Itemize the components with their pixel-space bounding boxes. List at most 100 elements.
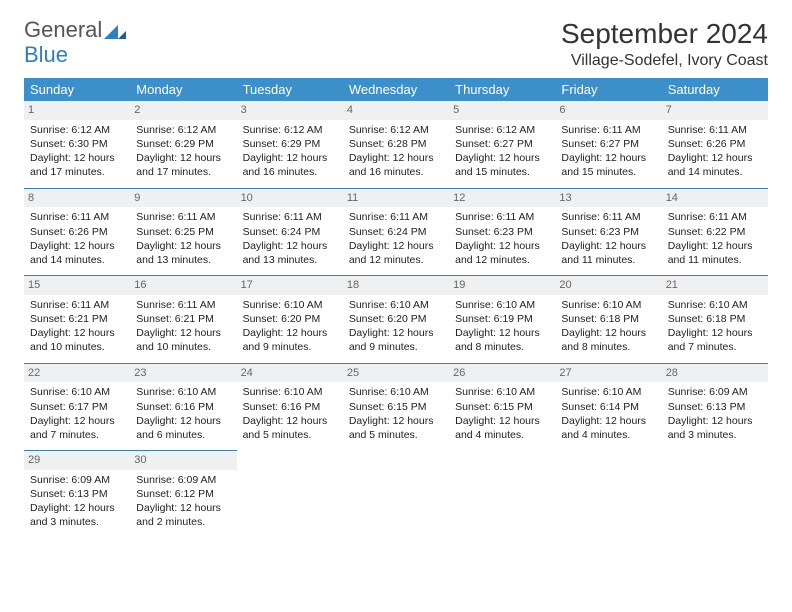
day-header: Thursday xyxy=(449,78,555,101)
daylight-line2: and 13 minutes. xyxy=(243,253,337,267)
sunset-text: Sunset: 6:15 PM xyxy=(349,400,443,414)
day-number: 8 xyxy=(24,189,130,208)
sunrise-text: Sunrise: 6:11 AM xyxy=(561,210,655,224)
daylight-line1: Daylight: 12 hours xyxy=(349,151,443,165)
day-number: 30 xyxy=(130,451,236,470)
daylight-line1: Daylight: 12 hours xyxy=(349,414,443,428)
daylight-line1: Daylight: 12 hours xyxy=(136,326,230,340)
header: General Blue September 2024 Village-Sode… xyxy=(24,18,768,70)
daylight-line2: and 7 minutes. xyxy=(30,428,124,442)
daylight-line2: and 2 minutes. xyxy=(136,515,230,529)
daylight-line1: Daylight: 12 hours xyxy=(668,239,762,253)
daylight-line1: Daylight: 12 hours xyxy=(136,501,230,515)
sunset-text: Sunset: 6:22 PM xyxy=(668,225,762,239)
daylight-line1: Daylight: 12 hours xyxy=(30,326,124,340)
day-number: 29 xyxy=(24,451,130,470)
day-cell: 8Sunrise: 6:11 AMSunset: 6:26 PMDaylight… xyxy=(24,188,130,276)
day-header: Sunday xyxy=(24,78,130,101)
day-number: 10 xyxy=(237,189,343,208)
daylight-line2: and 4 minutes. xyxy=(561,428,655,442)
day-number: 25 xyxy=(343,364,449,383)
day-number: 11 xyxy=(343,189,449,208)
sunrise-text: Sunrise: 6:10 AM xyxy=(455,385,549,399)
sunrise-text: Sunrise: 6:10 AM xyxy=(349,385,443,399)
day-cell xyxy=(555,451,661,538)
daylight-line2: and 14 minutes. xyxy=(668,165,762,179)
daylight-line2: and 5 minutes. xyxy=(243,428,337,442)
daylight-line2: and 8 minutes. xyxy=(455,340,549,354)
daylight-line1: Daylight: 12 hours xyxy=(455,326,549,340)
day-cell: 7Sunrise: 6:11 AMSunset: 6:26 PMDaylight… xyxy=(662,101,768,188)
day-header: Monday xyxy=(130,78,236,101)
sunset-text: Sunset: 6:13 PM xyxy=(668,400,762,414)
title-block: September 2024 Village-Sodefel, Ivory Co… xyxy=(561,18,768,70)
daylight-line1: Daylight: 12 hours xyxy=(349,326,443,340)
sunset-text: Sunset: 6:16 PM xyxy=(136,400,230,414)
sunset-text: Sunset: 6:26 PM xyxy=(668,137,762,151)
day-cell: 30Sunrise: 6:09 AMSunset: 6:12 PMDayligh… xyxy=(130,451,236,538)
sunrise-text: Sunrise: 6:11 AM xyxy=(30,210,124,224)
sunset-text: Sunset: 6:20 PM xyxy=(349,312,443,326)
sunrise-text: Sunrise: 6:10 AM xyxy=(668,298,762,312)
sunset-text: Sunset: 6:29 PM xyxy=(243,137,337,151)
day-cell: 1Sunrise: 6:12 AMSunset: 6:30 PMDaylight… xyxy=(24,101,130,188)
sunset-text: Sunset: 6:16 PM xyxy=(243,400,337,414)
day-number: 18 xyxy=(343,276,449,295)
daylight-line2: and 9 minutes. xyxy=(349,340,443,354)
day-number: 23 xyxy=(130,364,236,383)
sunset-text: Sunset: 6:23 PM xyxy=(561,225,655,239)
week-row: 15Sunrise: 6:11 AMSunset: 6:21 PMDayligh… xyxy=(24,276,768,364)
day-cell: 14Sunrise: 6:11 AMSunset: 6:22 PMDayligh… xyxy=(662,188,768,276)
logo-text-1: General xyxy=(24,17,102,42)
daylight-line1: Daylight: 12 hours xyxy=(136,414,230,428)
day-cell: 6Sunrise: 6:11 AMSunset: 6:27 PMDaylight… xyxy=(555,101,661,188)
sunset-text: Sunset: 6:18 PM xyxy=(668,312,762,326)
month-year: September 2024 xyxy=(561,18,768,50)
day-number: 9 xyxy=(130,189,236,208)
daylight-line2: and 15 minutes. xyxy=(455,165,549,179)
sunset-text: Sunset: 6:29 PM xyxy=(136,137,230,151)
daylight-line2: and 14 minutes. xyxy=(30,253,124,267)
day-number: 6 xyxy=(555,101,661,120)
day-number: 28 xyxy=(662,364,768,383)
day-number: 4 xyxy=(343,101,449,120)
day-cell xyxy=(343,451,449,538)
day-cell xyxy=(237,451,343,538)
daylight-line1: Daylight: 12 hours xyxy=(136,151,230,165)
daylight-line1: Daylight: 12 hours xyxy=(455,151,549,165)
logo-text-2: Blue xyxy=(24,42,68,67)
day-cell: 10Sunrise: 6:11 AMSunset: 6:24 PMDayligh… xyxy=(237,188,343,276)
sunset-text: Sunset: 6:13 PM xyxy=(30,487,124,501)
sunrise-text: Sunrise: 6:10 AM xyxy=(30,385,124,399)
sunset-text: Sunset: 6:27 PM xyxy=(455,137,549,151)
day-number: 2 xyxy=(130,101,236,120)
day-cell xyxy=(449,451,555,538)
day-cell: 27Sunrise: 6:10 AMSunset: 6:14 PMDayligh… xyxy=(555,363,661,451)
sunset-text: Sunset: 6:25 PM xyxy=(136,225,230,239)
week-row: 22Sunrise: 6:10 AMSunset: 6:17 PMDayligh… xyxy=(24,363,768,451)
daylight-line1: Daylight: 12 hours xyxy=(30,414,124,428)
daylight-line1: Daylight: 12 hours xyxy=(243,239,337,253)
daylight-line2: and 16 minutes. xyxy=(349,165,443,179)
sunrise-text: Sunrise: 6:09 AM xyxy=(30,473,124,487)
daylight-line2: and 15 minutes. xyxy=(561,165,655,179)
day-cell: 4Sunrise: 6:12 AMSunset: 6:28 PMDaylight… xyxy=(343,101,449,188)
daylight-line2: and 7 minutes. xyxy=(668,340,762,354)
day-number: 21 xyxy=(662,276,768,295)
sunrise-text: Sunrise: 6:11 AM xyxy=(561,123,655,137)
sunrise-text: Sunrise: 6:11 AM xyxy=(136,210,230,224)
daylight-line1: Daylight: 12 hours xyxy=(349,239,443,253)
day-number: 22 xyxy=(24,364,130,383)
sunrise-text: Sunrise: 6:09 AM xyxy=(668,385,762,399)
daylight-line1: Daylight: 12 hours xyxy=(30,239,124,253)
daylight-line1: Daylight: 12 hours xyxy=(561,326,655,340)
week-row: 29 Sunrise: 6:09 AMSunset: 6:13 PM Dayligh… xyxy=(24,451,768,538)
day-header: Saturday xyxy=(662,78,768,101)
daylight-line2: and 8 minutes. xyxy=(561,340,655,354)
day-cell: 9Sunrise: 6:11 AMSunset: 6:25 PMDaylight… xyxy=(130,188,236,276)
daylight-line2: and 3 minutes. xyxy=(668,428,762,442)
day-number: 24 xyxy=(237,364,343,383)
sunrise-text: Sunrise: 6:10 AM xyxy=(455,298,549,312)
sunrise-text: Sunrise: 6:11 AM xyxy=(349,210,443,224)
sunset-text: Sunset: 6:23 PM xyxy=(455,225,549,239)
